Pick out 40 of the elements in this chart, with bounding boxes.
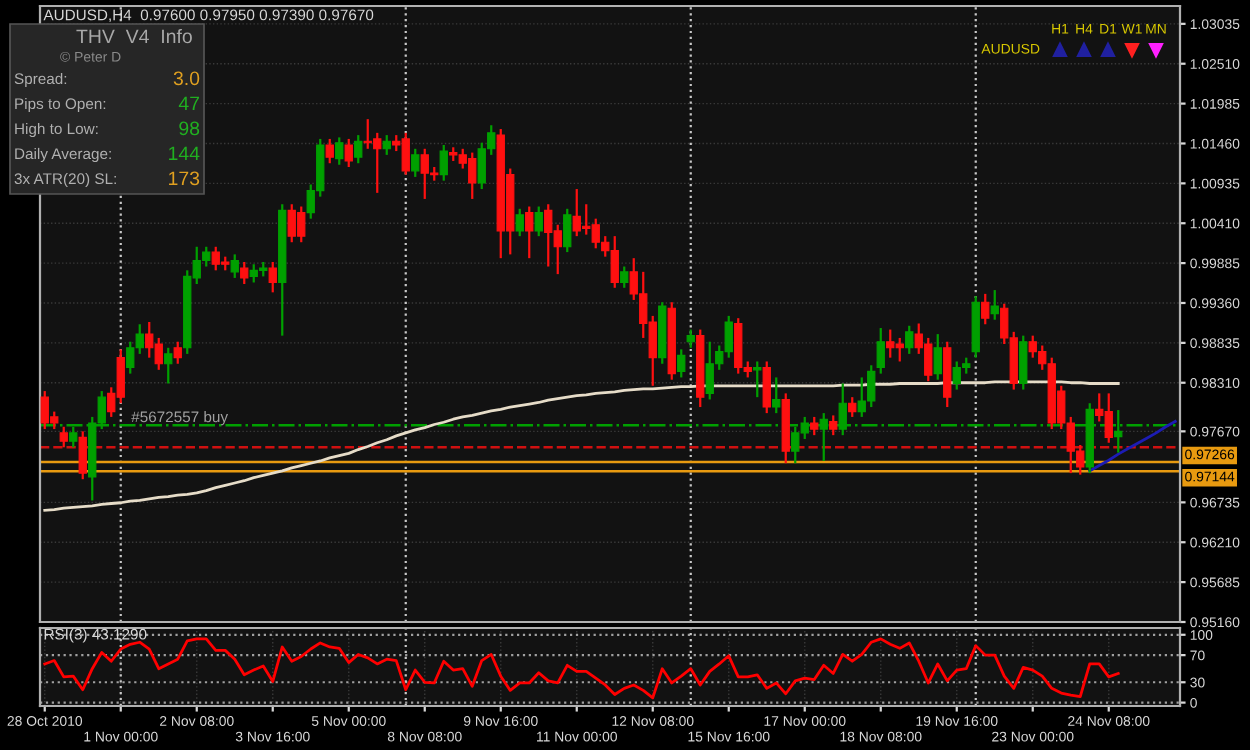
- candlestick: [933, 333, 942, 381]
- candlestick: [620, 265, 629, 289]
- candlestick: [164, 346, 173, 385]
- candlestick: [439, 143, 448, 182]
- annotation: 47: [178, 96, 200, 111]
- candlestick: [240, 260, 249, 286]
- annotation: 144: [169, 146, 200, 161]
- candlestick: [563, 207, 572, 254]
- candlestick: [981, 292, 990, 326]
- candlestick: [905, 324, 914, 355]
- candlestick: [753, 360, 762, 399]
- candlestick: [876, 326, 885, 375]
- candlestick: [515, 207, 524, 238]
- line-series: [1088, 420, 1177, 473]
- candlestick: [990, 288, 999, 321]
- candlestick: [354, 134, 363, 165]
- candlestick: [810, 415, 819, 437]
- annotation: 3.0: [173, 71, 200, 86]
- candlestick: [772, 376, 781, 415]
- candlestick: [325, 137, 334, 165]
- candlestick: [230, 253, 239, 280]
- candlestick: [335, 136, 344, 166]
- candlestick: [344, 137, 353, 169]
- candlestick: [762, 360, 771, 415]
- candlestick: [677, 348, 686, 379]
- candlestick: [59, 425, 68, 449]
- candlestick: [848, 396, 857, 419]
- candlestick: [78, 430, 87, 481]
- annotation: 173: [169, 171, 200, 186]
- candlestick: [411, 147, 420, 179]
- candlestick: [819, 412, 828, 463]
- candlestick: [534, 205, 543, 238]
- candlestick: [382, 134, 391, 156]
- candlestick: [268, 260, 277, 294]
- annotation: THV V4 Info: [76, 28, 192, 44]
- annotation: 98: [179, 121, 200, 136]
- candlestick: [173, 340, 182, 365]
- candlestick: [829, 414, 838, 437]
- candlestick: [1019, 334, 1028, 391]
- candlestick: [525, 205, 534, 260]
